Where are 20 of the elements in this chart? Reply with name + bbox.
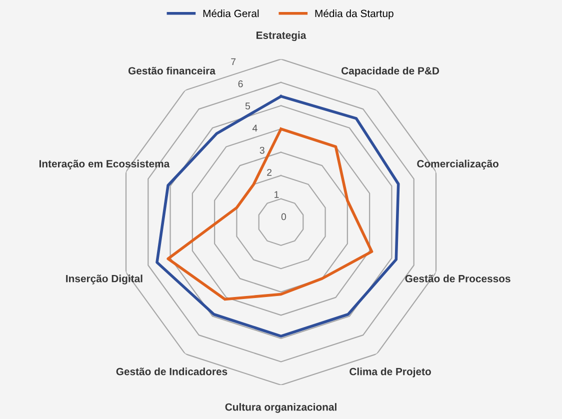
- spoke-label: Interação em Ecossistema: [39, 160, 170, 170]
- y-tick-label: 5: [245, 102, 250, 110]
- legend-label: Média da Startup: [315, 9, 394, 20]
- spoke-label: Gestão financeira: [128, 66, 216, 74]
- spoke-label: Estrategia: [256, 31, 306, 42]
- spoke-label: Gestão de Processos: [405, 274, 510, 282]
- y-tick-label: 0: [281, 213, 286, 220]
- y-tick-label: 3: [260, 146, 264, 154]
- y-tick-label: 1: [274, 191, 279, 198]
- y-tick-label: 7: [231, 58, 236, 66]
- spoke-label: Gestão de Indicadores: [116, 368, 228, 376]
- y-tick-label: 6: [238, 80, 243, 88]
- spoke-label: Inserção Digital: [66, 274, 142, 284]
- spoke-label: Comercialização: [417, 160, 498, 170]
- spoke-label: Cultura organizacional: [225, 403, 336, 413]
- legend-label: Média Geral: [203, 9, 259, 18]
- y-tick-label: 4: [252, 124, 258, 132]
- y-tick-label: 2: [267, 168, 272, 176]
- spoke-label: Capacidade de P&D: [341, 66, 440, 77]
- spoke-label: Clima de Projeto: [350, 368, 431, 378]
